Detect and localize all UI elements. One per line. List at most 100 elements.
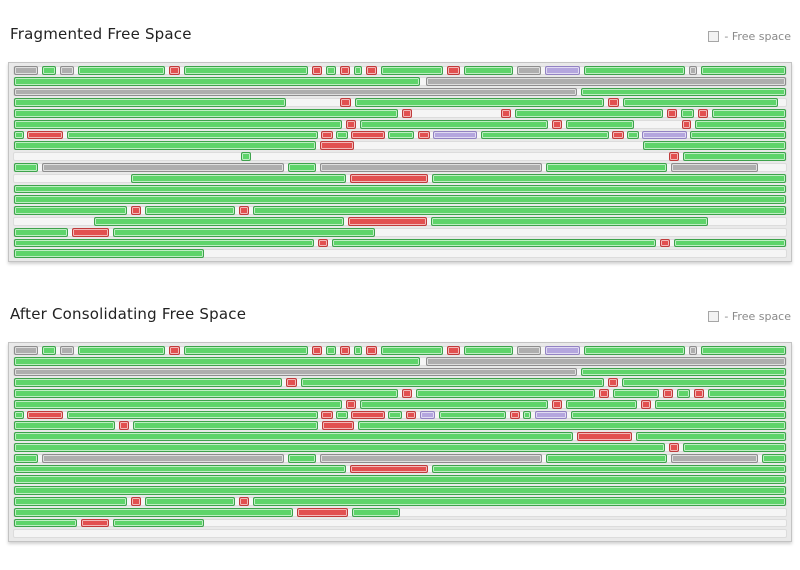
consolidated-title: After Consolidating Free Space [10,305,247,323]
allocated-block [354,346,363,355]
free-space-swatch-icon [708,311,720,322]
free-space-track [13,475,787,485]
allocated-block [77,66,166,75]
system-block [670,453,759,463]
allocated-block [14,119,343,129]
allocated-block [41,346,56,355]
allocated-block [388,410,402,420]
fragment-block [668,152,679,162]
system-block [320,163,543,172]
fragment-block [577,432,632,442]
allocated-block [701,66,786,75]
allocated-block [381,346,443,355]
free-space-track [13,216,787,226]
allocated-block [480,130,609,140]
system-block [425,76,786,86]
fragmented-blocks-panel [8,62,792,262]
allocated-block [77,346,166,355]
allocated-block [14,356,420,366]
allocated-block [415,389,595,398]
allocated-block [463,346,514,355]
allocated-block [430,216,709,226]
free-space-track [13,529,787,539]
fragment-block [350,464,428,474]
free-space-track [13,98,787,108]
allocated-block [14,141,317,151]
fragment-block [552,119,563,129]
fragment-block [510,410,521,420]
allocated-block [682,443,786,452]
allocated-block [14,410,24,420]
system-block [688,66,698,75]
allocated-block [621,378,786,388]
fragment-block [26,410,63,420]
free-space-track [13,163,787,172]
fragment-block [318,238,329,248]
fragment-block [350,173,428,183]
allocated-block [581,87,786,97]
allocated-block [14,227,68,237]
fragment-block [348,216,427,226]
allocated-block [252,206,786,215]
allocated-block [14,453,38,463]
allocated-block [635,432,786,442]
allocated-block [581,367,786,377]
system-block [14,346,38,355]
allocated-block [695,119,786,129]
free-space-track [13,432,787,442]
allocated-block [431,173,786,183]
allocated-block [14,486,786,495]
special-block [535,410,568,420]
allocated-block [673,238,786,248]
free-space-track [13,399,787,409]
allocated-block [584,346,685,355]
fragment-block [238,496,249,506]
allocated-block [252,496,786,506]
fragment-block [131,496,142,506]
free-space-track [13,152,787,162]
free-space-track [13,507,787,517]
fragment-block [322,421,355,431]
allocated-block [431,464,786,474]
fragment-block [598,389,609,398]
free-space-track [13,389,787,398]
free-space-track [13,464,787,474]
allocated-block [762,453,786,463]
allocated-block [358,421,786,431]
fragment-block [401,109,412,118]
allocated-block [546,453,667,463]
allocated-block [682,152,786,162]
free-space-track [13,238,787,248]
fragment-block [321,410,334,420]
free-space-track [13,367,787,377]
allocated-block [14,389,398,398]
allocated-block [113,518,204,528]
allocated-block [690,130,786,140]
fragment-block [285,378,297,388]
free-space-track [13,141,787,151]
system-block [670,163,759,172]
system-block [320,453,543,463]
allocated-block [642,141,786,151]
system-block [59,66,74,75]
fragment-block [320,141,355,151]
fragment-block [366,346,378,355]
fragment-block [351,410,386,420]
allocated-block [14,195,786,205]
allocated-block [708,389,786,398]
special-block [641,130,687,140]
free-space-track [13,227,787,237]
system-block [425,356,786,366]
allocated-block [14,496,128,506]
fragment-block [169,346,181,355]
allocated-block [336,130,349,140]
fragment-block [662,389,673,398]
allocated-block [701,346,786,355]
fragment-block [446,66,460,75]
fragment-block [668,443,679,452]
free-space-track [13,119,787,129]
allocated-block [388,130,414,140]
free-space-track [13,421,787,431]
allocated-block [14,518,77,528]
